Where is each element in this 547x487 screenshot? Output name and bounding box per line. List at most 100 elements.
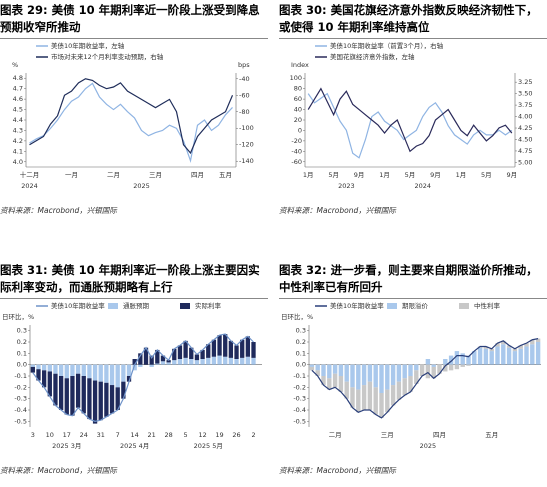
x-tick-label: 28 [164,431,172,439]
y-tick-label: 20 [294,116,302,124]
bar [58,376,64,410]
y-tick-label: 0.2 [17,338,27,346]
bar [414,370,419,384]
bar [419,364,425,376]
y-tick-label: -0.3 [293,395,306,403]
bar [350,364,355,388]
y-tick-label: 4.7 [13,85,23,93]
bar [448,355,454,365]
bar [234,359,239,365]
bar [245,356,251,365]
y-tick-label: 4.5 [13,106,23,114]
bar [501,340,506,345]
y-tick-label: -0.2 [293,383,306,391]
bar [200,359,205,365]
bar [109,385,115,414]
x-tick-label: 四月 [191,171,204,179]
bar [402,378,407,396]
y-tick-label: 60 [294,95,302,103]
x-tick-label: 9月 [506,171,517,179]
y-tick-label: 0.1 [296,349,306,357]
bar [36,369,41,381]
bar [183,357,188,365]
source: 资料来源：Macrobond，兴银国际 [0,466,117,475]
bar [495,346,500,365]
source: 资料来源：Macrobond，兴银国际 [0,206,117,215]
bar [466,355,471,365]
bar [36,364,41,370]
bar [361,385,367,410]
bar [104,382,109,417]
x-tick-label: 5月 [328,171,339,179]
y2-tick-label: -60 [239,91,250,99]
x-tick-label: 2 [251,431,255,439]
x-tick-label: 9月 [430,171,441,179]
bar [223,356,228,365]
bar [309,364,315,367]
line [307,92,513,159]
x-tick-label: 1月 [303,171,314,179]
bar [338,376,344,392]
x-tick-label: 三月 [149,171,162,179]
bar [98,381,103,421]
bar [472,351,477,365]
y2-tick-label: -80 [239,108,250,116]
y2-tick-label: -120 [239,141,254,149]
y2-tick-label: 4.50 [518,135,532,143]
bar [70,364,75,376]
x-tick-label: 二月 [107,171,120,179]
line [311,338,539,419]
y-tick-label: 0.3 [17,327,27,335]
x-group-label: 2025 5月 [194,442,223,450]
chart-title: 图表 32: 进一步看，则主要来自期限溢价所推动，中性利率已有所回升 [279,262,547,299]
bar [460,353,465,365]
y-tick-label: 4.0 [13,158,23,166]
bar [373,387,378,415]
bar [251,342,256,358]
legend-label: 期限溢价 [402,301,429,310]
x-tick-label: 10 [46,431,54,439]
chart-title: 图表 29: 美债 10 年期利率近一阶段上涨受到降息预期收窄所推动 [0,2,268,39]
legend-label: 美债10年期收益率 [51,301,105,310]
y-tick-label: 4.1 [13,147,23,155]
legend-label: 市场对未来12个月利率变动预期，右轴 [51,52,164,61]
bar [385,364,390,390]
bar [356,389,361,413]
legend-label: 美债10年期收益率（前置3个月），右轴 [330,41,444,50]
bar [379,364,384,393]
bar [512,348,518,352]
x-tick-label: 3 [31,431,35,439]
bar [443,364,448,372]
bar [217,335,222,356]
bar [245,336,251,357]
x-tick-label: 二月 [329,431,342,439]
bar [431,364,436,367]
x-tick-label: 21 [148,431,156,439]
bar [223,334,228,357]
y-tick-label: 4.8 [13,74,23,82]
bar [425,359,431,365]
y-tick-label: 4.2 [13,137,23,145]
bar [47,371,52,397]
bar [483,346,489,349]
legend-label: 美债10年期收益率，左轴 [51,41,125,50]
bar [367,381,373,410]
bar [228,340,234,358]
bar [183,340,188,358]
legend-swatch [108,303,118,309]
y-axis-unit: 日环比，% [2,312,34,321]
y2-tick-label: -100 [239,124,254,132]
y-tick-label: -0.4 [293,406,306,414]
y-axis-unit: Index [291,61,309,69]
y2-tick-label: 4.00 [518,113,532,121]
y-tick-label: 0.0 [17,361,27,369]
source: 资料来源：Macrobond，兴银国际 [279,206,396,215]
bar [160,361,166,365]
bar [172,348,177,361]
legend-swatch [180,303,190,309]
bar [126,364,132,376]
bar [172,360,177,365]
